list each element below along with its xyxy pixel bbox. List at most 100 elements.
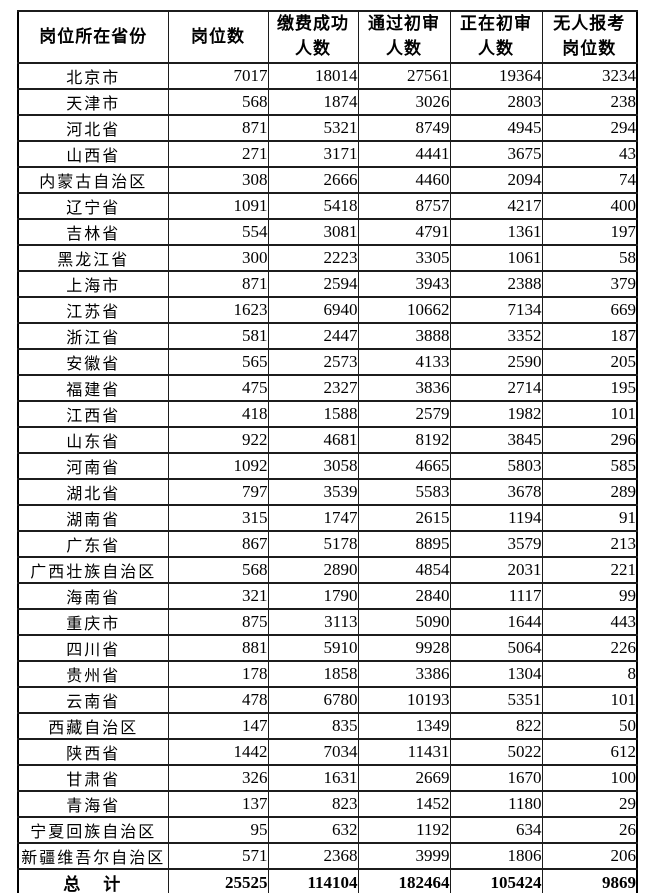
value-cell: 1180 [449,790,543,818]
value-cell: 4791 [357,218,451,246]
value-cell: 5321 [267,114,359,142]
value-cell: 867 [167,530,269,558]
value-cell: 26 [541,816,638,844]
table-row: 湖南省 315 1747 2615 1194 91 [17,504,638,532]
table-row: 贵州省 178 1858 3386 1304 8 [17,660,638,688]
value-cell: 1670 [449,764,543,792]
value-cell: 3678 [449,478,543,506]
table-row: 广西壮族自治区 568 2890 4854 2031 221 [17,556,638,584]
table-row: 安徽省 565 2573 4133 2590 205 [17,348,638,376]
value-cell: 418 [167,400,269,428]
value-cell: 221 [541,556,638,584]
value-cell: 612 [541,738,638,766]
province-cell: 山西省 [17,140,169,168]
value-cell: 226 [541,634,638,662]
value-cell: 238 [541,88,638,116]
table-row: 青海省 137 823 1452 1180 29 [17,790,638,818]
value-cell: 10193 [357,686,451,714]
value-cell: 7034 [267,738,359,766]
column-header-line: 无人报考 [553,14,626,34]
column-header-line: 通过初审 [368,14,440,34]
value-cell: 29 [541,790,638,818]
province-cell: 海南省 [17,582,169,610]
province-cell: 山东省 [17,426,169,454]
value-cell: 568 [167,88,269,116]
value-cell: 3081 [267,218,359,246]
province-cell: 贵州省 [17,660,169,688]
value-cell: 4460 [357,166,451,194]
table-row: 天津市 568 1874 3026 2803 238 [17,88,638,116]
value-cell: 2573 [267,348,359,376]
value-cell: 7017 [167,62,269,90]
value-cell: 178 [167,660,269,688]
province-cell: 黑龙江省 [17,244,169,272]
province-cell: 福建省 [17,374,169,402]
value-cell: 1588 [267,400,359,428]
province-cell: 云南省 [17,686,169,714]
province-cell: 河南省 [17,452,169,480]
province-cell: 上海市 [17,270,169,298]
table-row: 福建省 475 2327 3836 2714 195 [17,374,638,402]
value-cell: 797 [167,478,269,506]
value-cell: 4854 [357,556,451,584]
table-row: 海南省 321 1790 2840 1117 99 [17,582,638,610]
value-cell: 6780 [267,686,359,714]
value-cell: 95 [167,816,269,844]
value-cell: 137 [167,790,269,818]
column-header-line: 岗位数 [191,26,245,46]
province-cell: 天津市 [17,88,169,116]
value-cell: 875 [167,608,269,636]
value-cell: 206 [541,842,638,870]
value-cell: 3845 [449,426,543,454]
value-cell: 182464 [357,868,451,893]
value-cell: 3675 [449,140,543,168]
value-cell: 5351 [449,686,543,714]
value-cell: 99 [541,582,638,610]
table-row: 广东省 867 5178 8895 3579 213 [17,530,638,558]
value-cell: 881 [167,634,269,662]
value-cell: 114104 [267,868,359,893]
value-cell: 197 [541,218,638,246]
table-row: 江苏省 1623 6940 10662 7134 669 [17,296,638,324]
table-row: 江西省 418 1588 2579 1982 101 [17,400,638,428]
value-cell: 1747 [267,504,359,532]
column-header: 通过初审 人数 [357,10,451,64]
value-cell: 1874 [267,88,359,116]
value-cell: 1631 [267,764,359,792]
column-header: 缴费成功 人数 [267,10,359,64]
value-cell: 4217 [449,192,543,220]
value-cell: 669 [541,296,638,324]
value-cell: 3999 [357,842,451,870]
province-cell: 西藏自治区 [17,712,169,740]
table-footer: 总 计 25525 114104 182464 105424 9869 [17,868,638,893]
value-cell: 2327 [267,374,359,402]
value-cell: 308 [167,166,269,194]
table-row: 河北省 871 5321 8749 4945 294 [17,114,638,142]
value-cell: 3234 [541,62,638,90]
value-cell: 475 [167,374,269,402]
value-cell: 2666 [267,166,359,194]
value-cell: 7134 [449,296,543,324]
column-header-line: 人数 [386,39,422,58]
column-header: 无人报考 岗位数 [541,10,638,64]
table-row: 甘肃省 326 1631 2669 1670 100 [17,764,638,792]
table-row: 山东省 922 4681 8192 3845 296 [17,426,638,454]
value-cell: 2223 [267,244,359,272]
value-cell: 2840 [357,582,451,610]
value-cell: 3171 [267,140,359,168]
table-row: 重庆市 875 3113 5090 1644 443 [17,608,638,636]
value-cell: 289 [541,478,638,506]
value-cell: 8895 [357,530,451,558]
value-cell: 1644 [449,608,543,636]
value-cell: 1092 [167,452,269,480]
value-cell: 3113 [267,608,359,636]
province-cell: 河北省 [17,114,169,142]
value-cell: 5910 [267,634,359,662]
value-cell: 8192 [357,426,451,454]
value-cell: 5178 [267,530,359,558]
value-cell: 25525 [167,868,269,893]
table-row: 山西省 271 3171 4441 3675 43 [17,140,638,168]
value-cell: 205 [541,348,638,376]
value-cell: 632 [267,816,359,844]
value-cell: 4945 [449,114,543,142]
